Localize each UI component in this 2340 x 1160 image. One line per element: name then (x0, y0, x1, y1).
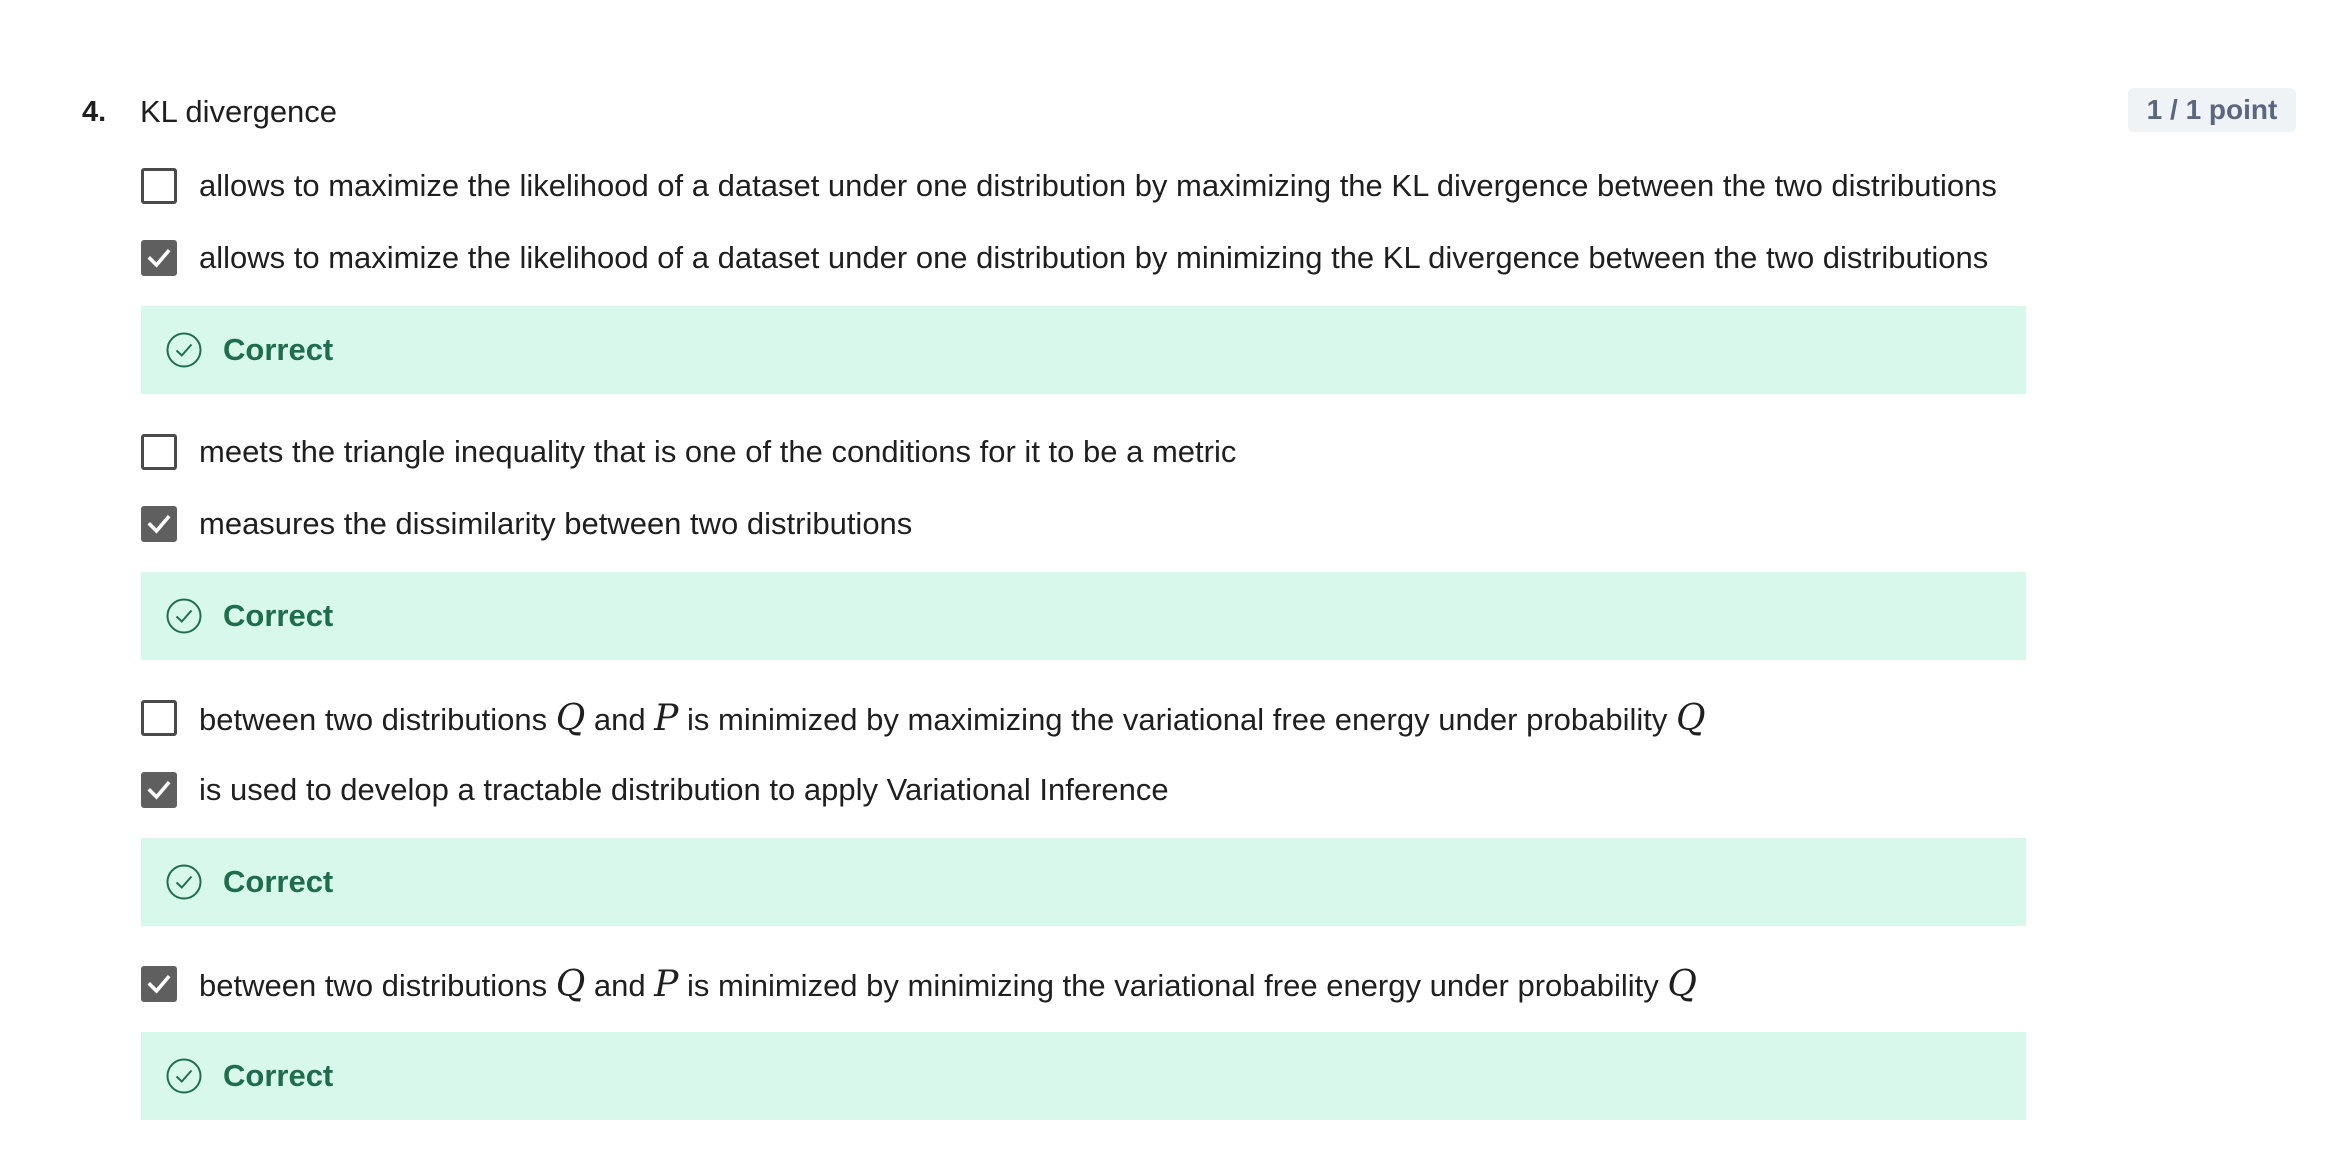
check-circle-icon (166, 1058, 202, 1094)
checkmark-icon (147, 974, 171, 994)
option-item[interactable]: measures the dissimilarity between two d… (141, 504, 2026, 544)
option-item[interactable]: allows to maximize the likelihood of a d… (141, 166, 2026, 206)
checkbox-checked[interactable] (141, 240, 177, 276)
feedback-label: Correct (223, 1058, 334, 1093)
math-var-p: P (654, 963, 679, 1005)
text-segment: is minimized by maximizing the variation… (678, 701, 1677, 737)
points-badge: 1 / 1 point (2128, 88, 2296, 132)
options-list: allows to maximize the likelihood of a d… (141, 166, 2026, 1120)
feedback-correct: Correct (141, 1032, 2026, 1120)
feedback-correct: Correct (141, 306, 2026, 394)
option-label: allows to maximize the likelihood of a d… (199, 168, 1997, 203)
option-label: measures the dissimilarity between two d… (199, 506, 913, 541)
check-circle-icon (166, 332, 202, 368)
math-var-p: P (654, 697, 679, 739)
checkmark-icon (147, 780, 171, 800)
text-segment: between two distributions (199, 967, 556, 1003)
option-item[interactable]: between two distributions Q and P is min… (141, 698, 2026, 739)
feedback-correct: Correct (141, 572, 2026, 660)
text-segment: and (585, 701, 655, 737)
question-title: KL divergence (140, 94, 338, 129)
option-label: allows to maximize the likelihood of a d… (199, 240, 1989, 275)
checkbox-unchecked[interactable] (141, 434, 177, 470)
option-item[interactable]: meets the triangle inequality that is on… (141, 432, 2026, 472)
check-circle-icon (166, 864, 202, 900)
checkmark-icon (147, 248, 171, 268)
checkbox-checked[interactable] (141, 966, 177, 1002)
question-number: 4. (82, 95, 107, 128)
option-label: between two distributions Q and P is min… (199, 964, 1697, 1005)
question-header: 4. KL divergence (82, 88, 337, 136)
math-var-q: Q (1667, 963, 1697, 1005)
text-segment: and (585, 967, 655, 1003)
check-circle-icon (166, 598, 202, 634)
math-var-q: Q (555, 697, 586, 739)
option-item[interactable]: allows to maximize the likelihood of a d… (141, 238, 2026, 278)
checkbox-checked[interactable] (141, 772, 177, 808)
checkbox-checked[interactable] (141, 506, 177, 542)
text-segment: between two distributions (199, 701, 556, 737)
feedback-label: Correct (223, 332, 334, 367)
math-var-q: Q (1676, 697, 1706, 739)
math-var-q: Q (555, 963, 586, 1005)
feedback-label: Correct (223, 598, 334, 633)
option-item[interactable]: between two distributions Q and P is min… (141, 964, 2026, 1005)
checkbox-unchecked[interactable] (141, 700, 177, 736)
option-label: between two distributions Q and P is min… (199, 698, 1706, 739)
option-label: is used to develop a tractable distribut… (199, 772, 1169, 807)
text-segment: is minimized by minimizing the variation… (678, 967, 1668, 1003)
feedback-correct: Correct (141, 838, 2026, 926)
option-label: meets the triangle inequality that is on… (199, 434, 1237, 469)
feedback-label: Correct (223, 864, 334, 899)
option-item[interactable]: is used to develop a tractable distribut… (141, 770, 2026, 810)
checkbox-unchecked[interactable] (141, 168, 177, 204)
checkmark-icon (147, 514, 171, 534)
